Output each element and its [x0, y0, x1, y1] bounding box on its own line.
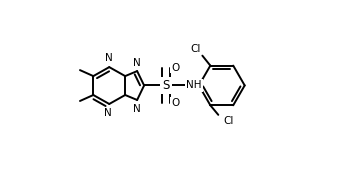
Text: N: N [133, 103, 141, 114]
Text: Cl: Cl [223, 116, 234, 126]
Text: NH: NH [186, 80, 201, 90]
Text: Cl: Cl [190, 44, 201, 54]
Text: N: N [105, 53, 113, 63]
Text: N: N [133, 58, 141, 68]
Text: N: N [104, 108, 112, 118]
Text: O: O [171, 63, 179, 73]
Text: S: S [162, 79, 170, 92]
Text: O: O [171, 98, 179, 108]
